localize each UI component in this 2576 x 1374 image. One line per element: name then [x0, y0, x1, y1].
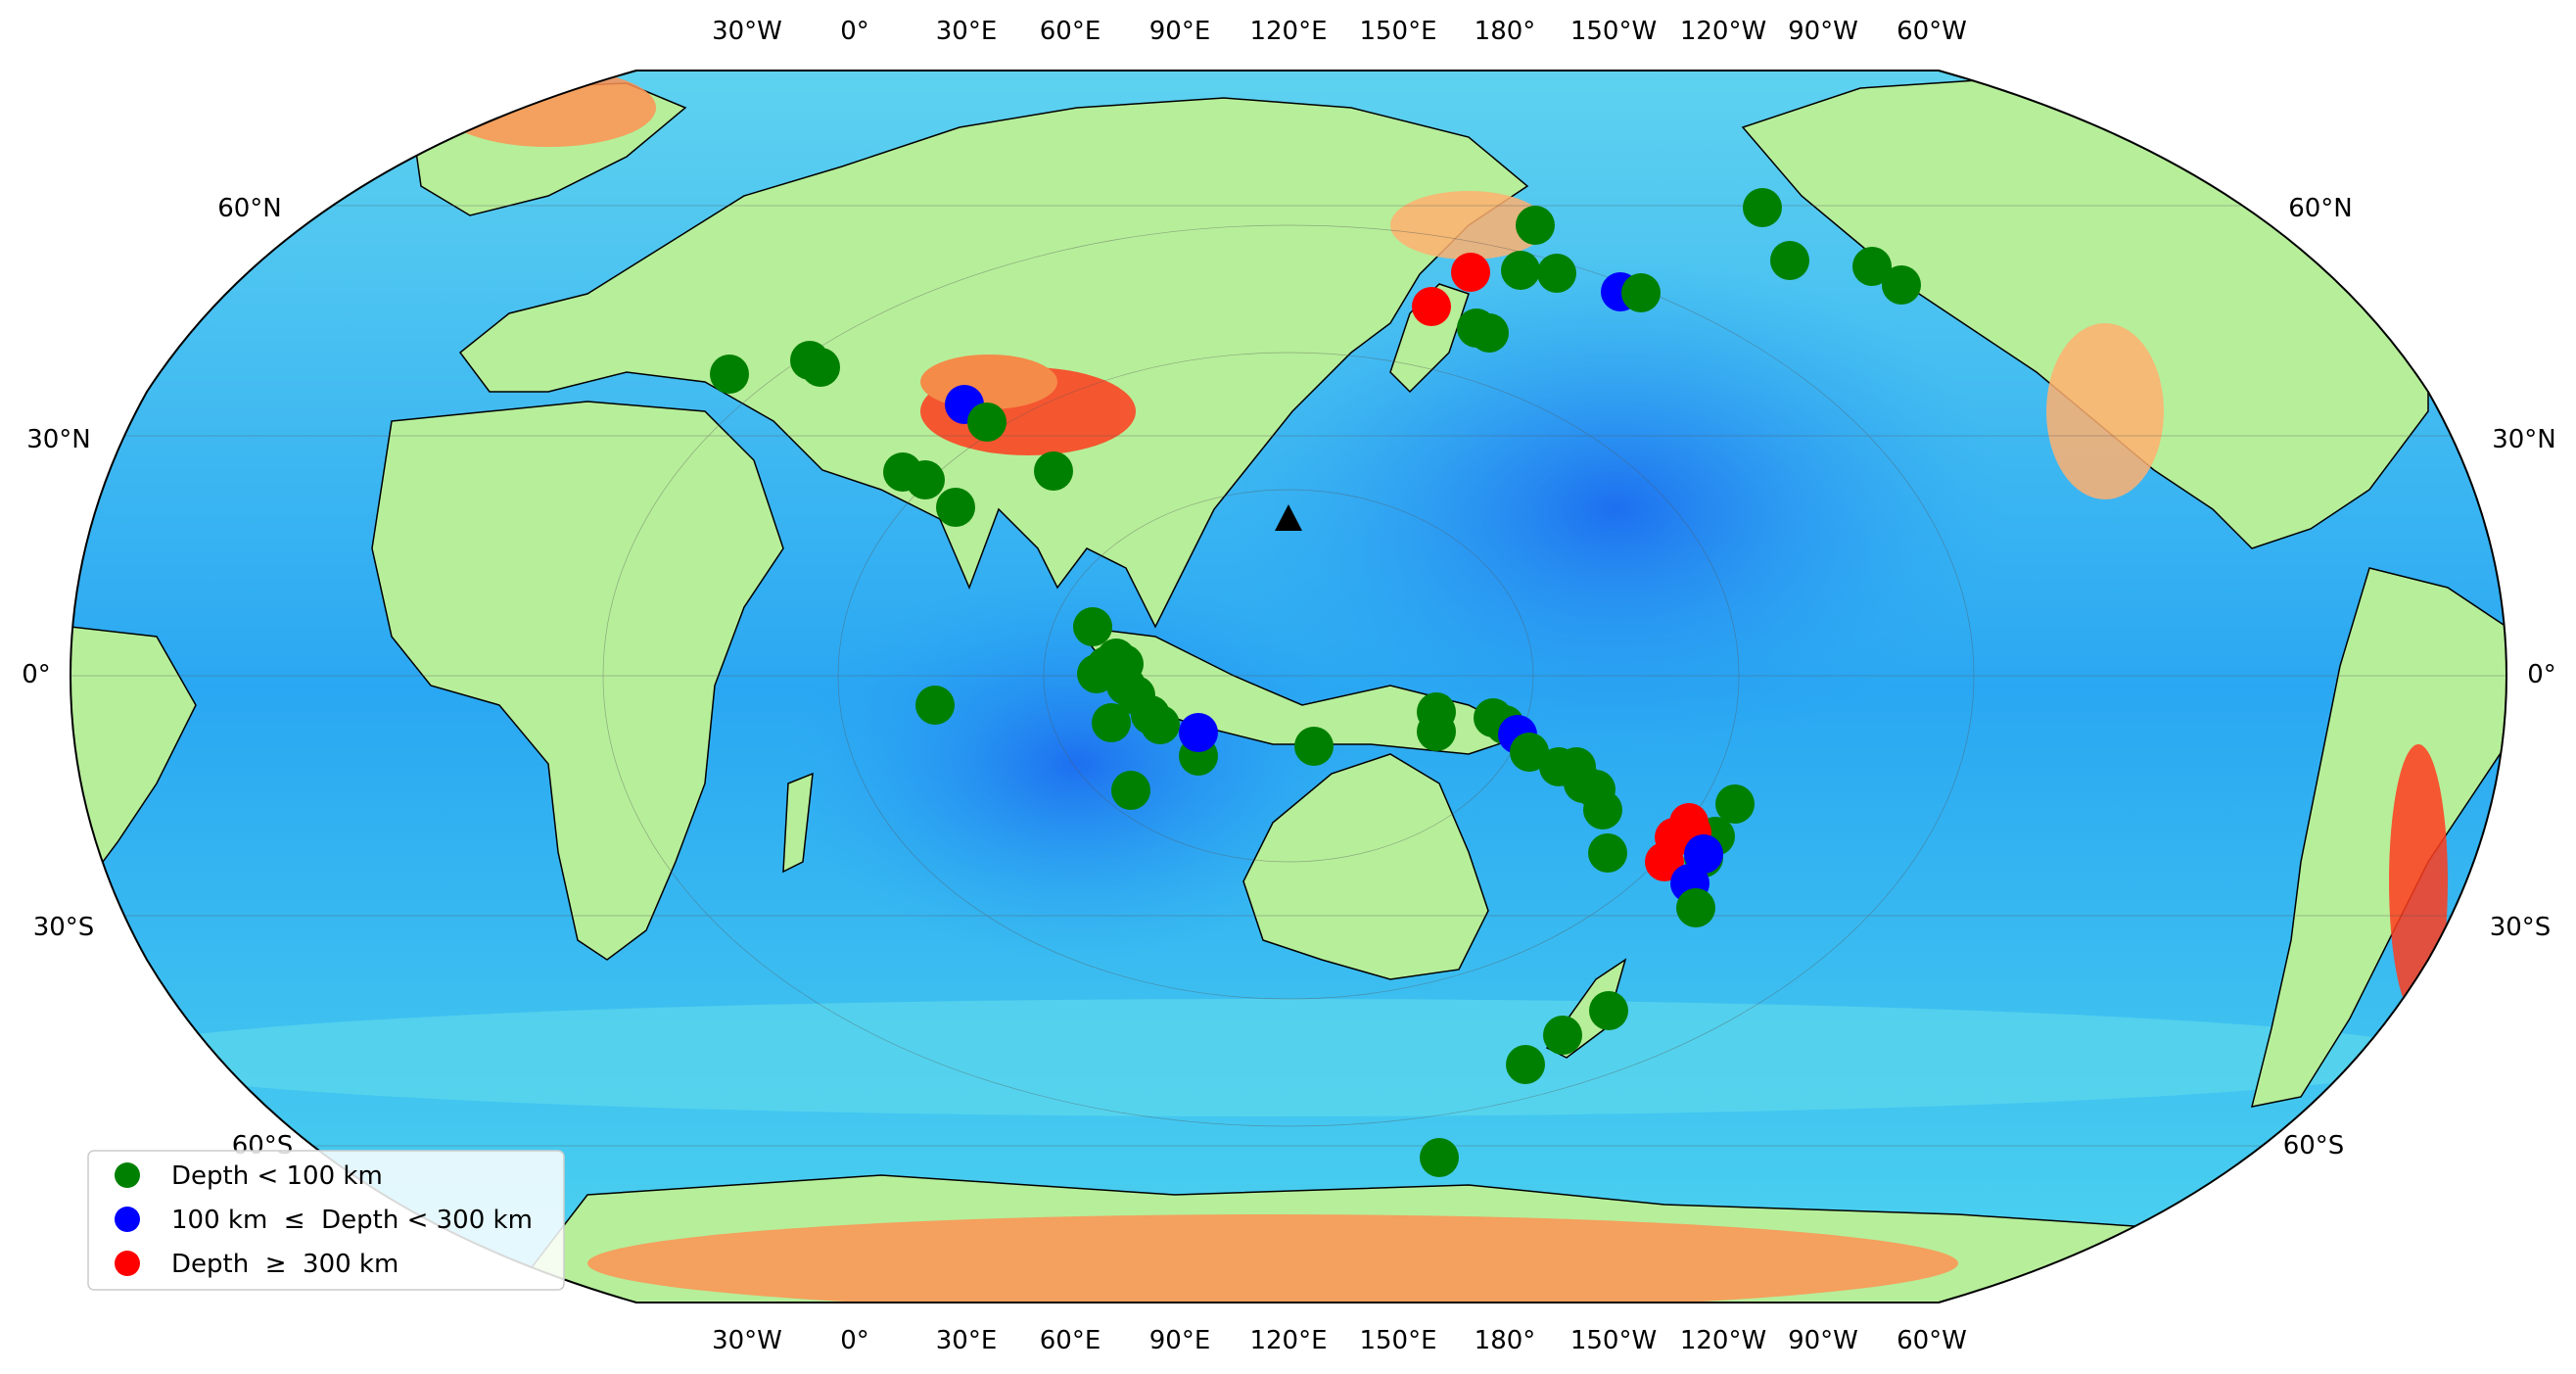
shallow-event-marker: [1506, 1045, 1545, 1084]
shallow-event-marker: [1092, 703, 1131, 742]
shallow-event-marker: [710, 355, 749, 394]
legend-marker-deep: [115, 1251, 140, 1276]
shallow-event-marker: [1882, 265, 1921, 305]
left-latitude-label: 60°N: [217, 194, 282, 223]
deep-event-marker: [1451, 253, 1490, 292]
shallow-event-marker: [936, 488, 975, 527]
shallow-event-marker: [1770, 241, 1809, 280]
bottom-longitude-label: 180°: [1475, 1326, 1536, 1355]
shallow-event-marker: [1516, 206, 1555, 245]
bottom-longitude-label: 150°E: [1359, 1326, 1436, 1355]
left-latitude-label: 30°N: [26, 425, 91, 454]
shallow-event-marker: [1852, 247, 1892, 286]
bottom-longitude-label: 120°W: [1680, 1326, 1766, 1355]
shallow-event-marker: [1470, 313, 1509, 353]
deep-event-marker: [1412, 287, 1451, 326]
shallow-event-marker: [1676, 888, 1715, 927]
station-triangle-marker: [1275, 504, 1302, 531]
top-longitude-label: 90°E: [1149, 17, 1211, 46]
shallow-event-marker: [1510, 733, 1549, 772]
legend-label-intermediate: 100 km ≤ Depth < 300 km: [171, 1206, 533, 1235]
left-latitude-labels: 60°N30°N0°30°S60°S: [22, 194, 293, 1161]
bottom-longitude-label: 120°E: [1249, 1326, 1327, 1355]
top-longitude-label: 150°E: [1359, 17, 1436, 46]
madagascar: [782, 772, 814, 874]
shallow-event-marker: [915, 686, 955, 725]
shallow-event-marker: [1034, 451, 1073, 491]
right-latitude-labels: 60°N 30°N 0° 30°S 60°S: [2283, 194, 2556, 1161]
bottom-longitude-label: 150°W: [1570, 1326, 1657, 1355]
shallow-event-marker: [1715, 784, 1755, 824]
top-longitude-label: 30°E: [936, 17, 998, 46]
legend-marker-shallow: [115, 1162, 140, 1188]
top-longitude-label: 180°: [1475, 17, 1536, 46]
right-latitude-label: 0°: [2527, 660, 2556, 689]
shallow-event-marker: [1621, 273, 1661, 312]
bottom-longitude-label: 0°: [840, 1326, 869, 1355]
shallow-event-marker: [1420, 1138, 1459, 1177]
bottom-longitude-label: 60°W: [1897, 1326, 1967, 1355]
top-longitude-label: 30°W: [712, 17, 782, 46]
shallow-event-marker: [1294, 727, 1334, 766]
shallow-event-marker: [1588, 833, 1627, 873]
bottom-longitude-label: 30°E: [936, 1326, 998, 1355]
top-longitude-label: 120°E: [1249, 17, 1327, 46]
right-latitude-label: 30°S: [2490, 913, 2552, 942]
legend-label-deep: Depth ≥ 300 km: [171, 1250, 398, 1279]
australia: [1242, 753, 1489, 980]
legend-label-shallow: Depth < 100 km: [171, 1161, 383, 1191]
map-area: [70, 71, 2506, 1303]
shallow-event-marker: [1111, 771, 1150, 810]
left-latitude-label: 30°S: [33, 913, 95, 942]
bottom-longitude-label: 90°E: [1149, 1326, 1211, 1355]
shallow-event-marker: [1501, 251, 1540, 290]
shallow-event-marker: [967, 403, 1007, 442]
globe-outline: [69, 70, 2508, 1303]
shallow-event-marker: [1141, 705, 1180, 744]
south-america: [2250, 567, 2506, 1108]
shallow-event-marker: [1589, 991, 1628, 1030]
bottom-longitude-labels: 30°W 0° 30°E 60°E 90°E 120°E 150°E 180° 150°W 120…: [712, 1326, 1967, 1355]
legend-box: [87, 1150, 565, 1291]
indian-deep: [783, 568, 1371, 960]
legend-marker-intermediate: [115, 1207, 140, 1232]
bottom-longitude-label: 30°W: [712, 1326, 782, 1355]
shallow-event-marker: [906, 460, 945, 499]
right-latitude-label: 60°S: [2283, 1131, 2345, 1161]
right-latitude-label: 30°N: [2492, 425, 2556, 454]
left-latitude-label: 0°: [22, 660, 51, 689]
right-latitude-label: 60°N: [2288, 194, 2353, 223]
top-longitude-label: 150°W: [1570, 17, 1657, 46]
top-longitude-label: 90°W: [1788, 17, 1858, 46]
top-longitude-labels: 30°W 0° 30°E 60°E 90°E 120°E 150°E 180° 150°W 120…: [712, 17, 1967, 46]
legend: Depth < 100 km 100 km ≤ Depth < 300 km D…: [87, 1150, 565, 1291]
southern-ocean-band: [98, 999, 2448, 1116]
top-longitude-label: 0°: [840, 17, 869, 46]
earthquake-events: [710, 188, 1921, 1177]
shallow-event-marker: [1543, 1016, 1582, 1055]
bottom-longitude-label: 60°E: [1040, 1326, 1101, 1355]
top-longitude-label: 120°W: [1680, 17, 1766, 46]
shallow-event-marker: [1743, 188, 1782, 227]
intermediate-event-marker: [1179, 713, 1218, 752]
africa: [371, 401, 784, 961]
shallow-event-marker: [1073, 607, 1112, 646]
shallow-event-marker: [1537, 254, 1576, 293]
top-longitude-label: 60°E: [1040, 17, 1101, 46]
bottom-longitude-label: 90°W: [1788, 1326, 1858, 1355]
graticule: [70, 205, 2506, 1147]
shallow-event-marker: [1417, 712, 1456, 751]
top-longitude-label: 60°W: [1897, 17, 1967, 46]
shallow-event-marker: [1583, 790, 1622, 829]
intermediate-event-marker: [1684, 834, 1723, 874]
shallow-event-marker: [801, 348, 840, 387]
